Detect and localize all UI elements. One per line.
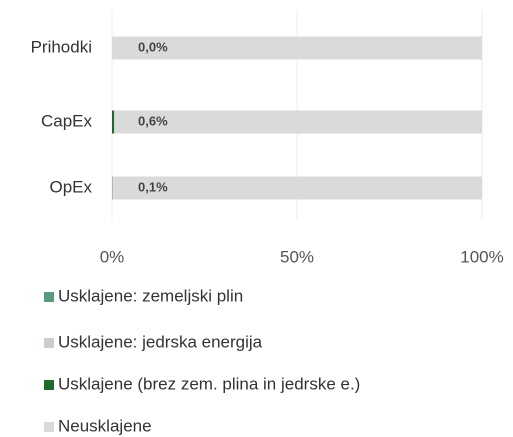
legend-label: Usklajene: jedrska energija — [58, 332, 263, 351]
legend-swatch — [44, 422, 54, 432]
data-label: 0,0% — [138, 39, 168, 54]
x-tick-label: 50% — [280, 247, 314, 266]
bar-segment — [114, 110, 482, 134]
bar-segment — [112, 110, 115, 134]
legend-swatch — [44, 380, 54, 390]
data-label: 0,6% — [138, 113, 168, 128]
x-tick-label: 100% — [460, 247, 503, 266]
legend-label: Usklajene (brez zem. plina in jedrske e.… — [58, 374, 360, 393]
bar-segment — [112, 36, 482, 60]
legend-swatch — [44, 292, 54, 302]
y-tick-label: CapEx — [41, 111, 93, 130]
legend-swatch — [44, 338, 54, 348]
bar-segment — [112, 176, 483, 200]
y-tick-label: Prihodki — [31, 37, 92, 56]
x-tick-label: 0% — [100, 247, 125, 266]
data-label: 0,1% — [138, 179, 168, 194]
legend-label: Usklajene: zemeljski plin — [58, 286, 243, 305]
y-tick-label: OpEx — [49, 177, 92, 196]
legend-label: Neusklajene — [58, 416, 152, 435]
